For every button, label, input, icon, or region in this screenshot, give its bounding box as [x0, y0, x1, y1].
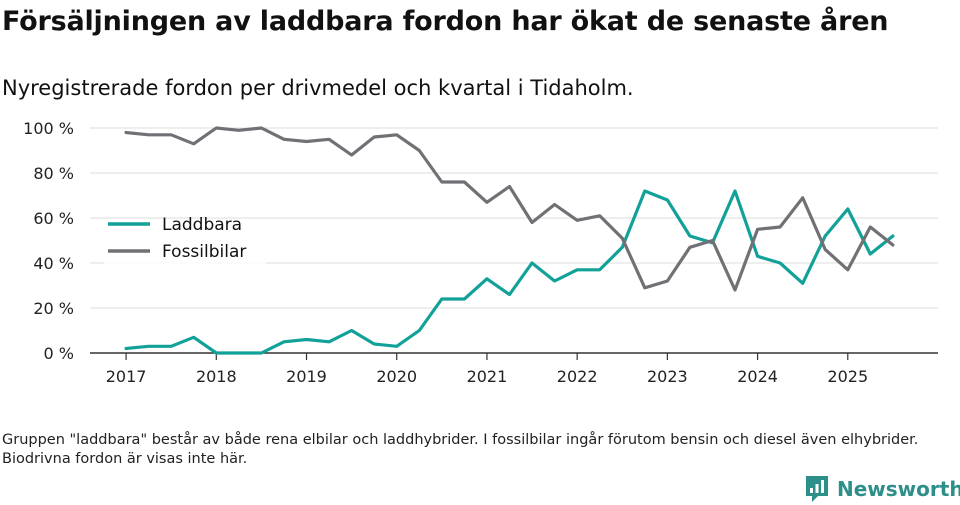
x-tick-label: 2017: [106, 367, 147, 386]
x-axis-ticks: 2017 2018 2019 2020 2021 2022 2023 2024 2025: [106, 353, 868, 386]
y-tick-label: 100 %: [23, 119, 74, 138]
series-lines: [124, 126, 895, 355]
series-line-laddbara: [124, 189, 895, 355]
legend-item-fossilbilar: Fossilbilar: [104, 242, 266, 269]
x-tick-label: 2025: [827, 367, 868, 386]
x-tick-label: 2020: [376, 367, 417, 386]
brand-logo: Newsworthy: [804, 474, 960, 504]
x-tick-label: 2019: [286, 367, 327, 386]
brand-name: Newsworthy: [837, 477, 960, 501]
y-tick-label: 20 %: [33, 299, 74, 318]
y-tick-label: 60 %: [33, 209, 74, 228]
footnote: Gruppen "laddbara" består av både rena e…: [2, 432, 919, 467]
legend-label: Fossilbilar: [162, 242, 246, 262]
chart-title: Försäljningen av laddbara fordon har öka…: [2, 6, 889, 37]
y-axis-ticks: 0 % 20 % 40 % 60 % 80 % 100 %: [23, 119, 74, 363]
legend: Laddbara Fossilbilar: [104, 215, 266, 269]
y-tick-label: 80 %: [33, 164, 74, 183]
x-tick-label: 2024: [737, 367, 778, 386]
y-tick-label: 40 %: [33, 254, 74, 273]
y-tick-label: 0 %: [44, 344, 74, 363]
x-tick-label: 2023: [647, 367, 688, 386]
line-chart: 0 % 20 % 40 % 60 % 80 % 100 % 2017 2018 2019 202…: [23, 119, 938, 386]
x-tick-label: 2018: [196, 367, 237, 386]
chart-subtitle: Nyregistrerade fordon per drivmedel och …: [2, 76, 634, 100]
bar-chart-icon: [806, 476, 828, 502]
legend-item-laddbara: Laddbara: [104, 215, 266, 242]
series-line-fossilbilar: [124, 126, 895, 292]
x-tick-label: 2022: [557, 367, 598, 386]
x-tick-label: 2021: [467, 367, 508, 386]
legend-label: Laddbara: [162, 215, 242, 235]
